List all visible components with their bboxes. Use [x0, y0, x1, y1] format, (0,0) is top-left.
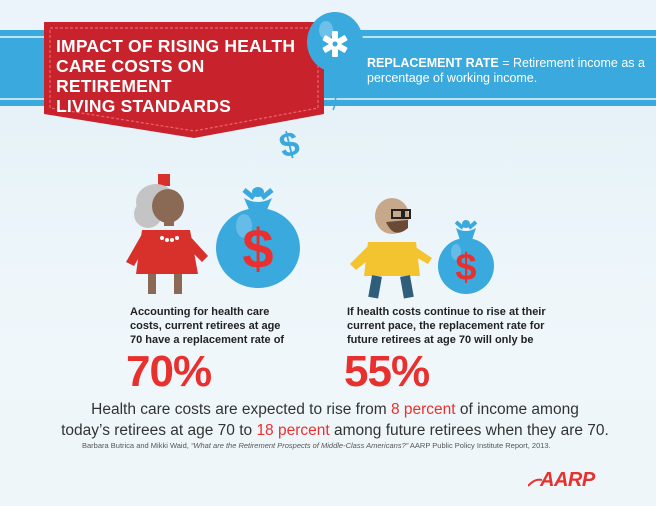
banner-title: IMPACT OF RISING HEALTH CARE COSTS ON RE…	[56, 36, 318, 116]
future-replacement-rate: 55%	[344, 347, 430, 396]
aarp-logo-text: AARP	[540, 469, 595, 491]
summary-highlight-8-percent: 8 percent	[390, 401, 456, 418]
summary-part4: among future retirees when they are 70.	[329, 422, 609, 439]
aarp-logo: AARP	[528, 469, 595, 492]
current-caption-line2: costs, current retirees at age	[130, 320, 281, 332]
replacement-rate-definition: REPLACEMENT RATE = Retirement income as …	[367, 56, 647, 86]
summary-highlight-18-percent: 18 percent	[256, 422, 330, 439]
current-replacement-rate: 70%	[126, 347, 212, 396]
banner-shape	[44, 22, 324, 138]
money-bag-icon: $	[210, 176, 306, 297]
retiree-man-icon	[348, 198, 444, 307]
summary-part3: today’s retirees at age 70 to	[61, 422, 257, 439]
definition-text: Retirement income as a percentage of wor…	[367, 56, 645, 85]
definition-equals: =	[498, 56, 513, 70]
future-caption-line3: future retirees at age 70 will only be	[347, 334, 534, 346]
source-title: “What are the Retirement Prospects of Mi…	[190, 441, 409, 450]
background	[0, 106, 656, 506]
logo-swoosh-icon	[528, 478, 542, 487]
source-publisher: AARP Public Policy Institute Report, 201…	[408, 441, 551, 450]
summary-line2: today’s retirees at age 70 to 18 percent…	[40, 420, 630, 441]
future-retirees-caption: If health costs continue to rise at thei…	[347, 305, 627, 347]
summary-statement: Health care costs are expected to rise f…	[40, 399, 630, 441]
summary-line1: Health care costs are expected to rise f…	[40, 399, 630, 420]
source-authors: Barbara Butrica and Mikki Waid,	[82, 441, 191, 450]
money-bag-small-icon: $	[432, 212, 500, 303]
stripe-line-bottom	[0, 98, 656, 100]
banner-title-line3: LIVING STANDARDS	[56, 96, 231, 116]
future-caption-line2: current pace, the replacement rate for	[347, 320, 545, 332]
banner-title-line2: CARE COSTS ON RETIREMENT	[56, 56, 205, 96]
title-banner: IMPACT OF RISING HEALTH CARE COSTS ON RE…	[44, 22, 324, 138]
bag-small-dollar-glyph: $	[455, 247, 476, 289]
current-caption-line1: Accounting for health care	[130, 306, 270, 318]
definition-term: REPLACEMENT RATE	[367, 56, 499, 70]
balloon-medical-icon	[300, 6, 370, 131]
banner-title-line1: IMPACT OF RISING HEALTH	[56, 36, 296, 56]
summary-part2: of income among	[455, 401, 579, 418]
current-retirees-caption: Accounting for health care costs, curren…	[130, 305, 330, 347]
summary-part1: Health care costs are expected to rise f…	[91, 401, 391, 418]
retiree-woman-icon	[118, 174, 214, 303]
source-citation: Barbara Butrica and Mikki Waid, “What ar…	[82, 441, 602, 451]
current-caption-line3: 70 have a replacement rate of	[130, 334, 285, 346]
bag-dollar-glyph: $	[242, 217, 273, 280]
future-caption-line1: If health costs continue to rise at thei…	[347, 306, 546, 318]
